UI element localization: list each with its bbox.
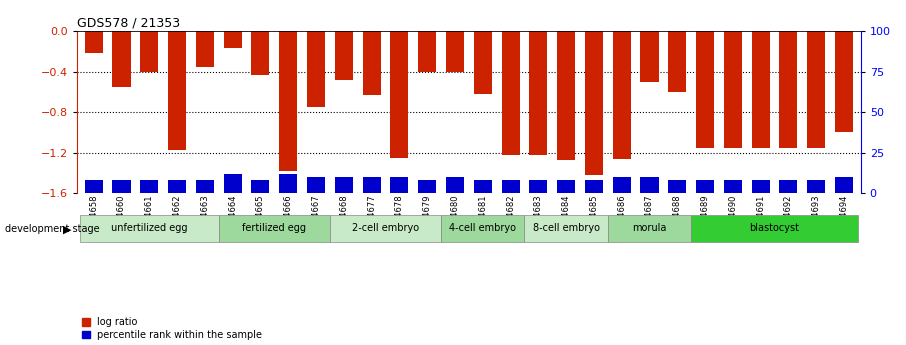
FancyBboxPatch shape <box>218 215 330 242</box>
Text: fertilized egg: fertilized egg <box>242 223 306 233</box>
Bar <box>779 31 797 148</box>
Bar <box>224 174 242 193</box>
Bar <box>307 31 325 107</box>
FancyBboxPatch shape <box>441 215 525 242</box>
Bar <box>529 31 547 155</box>
Bar <box>612 177 631 193</box>
Bar <box>419 31 436 71</box>
Bar <box>474 180 492 193</box>
Bar <box>669 31 687 92</box>
Bar <box>224 31 242 48</box>
Bar <box>390 177 409 193</box>
FancyBboxPatch shape <box>691 215 858 242</box>
Text: development stage: development stage <box>5 225 99 234</box>
Bar <box>196 180 214 193</box>
Bar <box>752 180 770 193</box>
Bar <box>835 177 853 193</box>
Bar <box>696 31 714 148</box>
Legend: log ratio, percentile rank within the sample: log ratio, percentile rank within the sa… <box>82 317 263 340</box>
Bar <box>279 31 297 171</box>
Text: ▶: ▶ <box>63 225 72 234</box>
Bar <box>140 180 159 193</box>
Bar <box>669 180 687 193</box>
Bar <box>334 31 352 80</box>
Bar <box>585 180 603 193</box>
Bar <box>251 180 269 193</box>
Bar <box>557 31 575 160</box>
Bar <box>196 31 214 67</box>
Bar <box>168 31 186 150</box>
Bar <box>641 177 659 193</box>
Bar <box>724 31 742 148</box>
FancyBboxPatch shape <box>525 215 608 242</box>
Text: unfertilized egg: unfertilized egg <box>111 223 188 233</box>
Bar <box>835 31 853 132</box>
Bar <box>84 31 102 53</box>
Bar <box>502 180 519 193</box>
Bar <box>140 31 159 71</box>
Bar <box>279 174 297 193</box>
Bar <box>362 31 381 95</box>
Bar <box>84 180 102 193</box>
Bar <box>724 180 742 193</box>
Bar <box>251 31 269 75</box>
Bar <box>419 180 436 193</box>
Text: blastocyst: blastocyst <box>749 223 800 233</box>
Bar <box>779 180 797 193</box>
Text: 8-cell embryo: 8-cell embryo <box>533 223 600 233</box>
Bar <box>362 177 381 193</box>
Bar <box>112 180 130 193</box>
FancyBboxPatch shape <box>330 215 441 242</box>
Bar <box>446 177 464 193</box>
Bar <box>529 180 547 193</box>
Bar <box>557 180 575 193</box>
FancyBboxPatch shape <box>608 215 691 242</box>
Bar <box>696 180 714 193</box>
Bar <box>807 31 825 148</box>
Bar <box>474 31 492 94</box>
Bar <box>641 31 659 82</box>
Text: 2-cell embryo: 2-cell embryo <box>352 223 419 233</box>
Text: GDS578 / 21353: GDS578 / 21353 <box>77 17 180 30</box>
Bar <box>612 31 631 159</box>
Bar <box>307 177 325 193</box>
Text: 4-cell embryo: 4-cell embryo <box>449 223 516 233</box>
FancyBboxPatch shape <box>80 215 218 242</box>
Bar <box>502 31 519 155</box>
Bar <box>390 31 409 158</box>
Bar <box>334 177 352 193</box>
Bar <box>112 31 130 87</box>
Bar <box>446 31 464 71</box>
Bar <box>585 31 603 175</box>
Text: morula: morula <box>632 223 667 233</box>
Bar <box>752 31 770 148</box>
Bar <box>168 180 186 193</box>
Bar <box>807 180 825 193</box>
